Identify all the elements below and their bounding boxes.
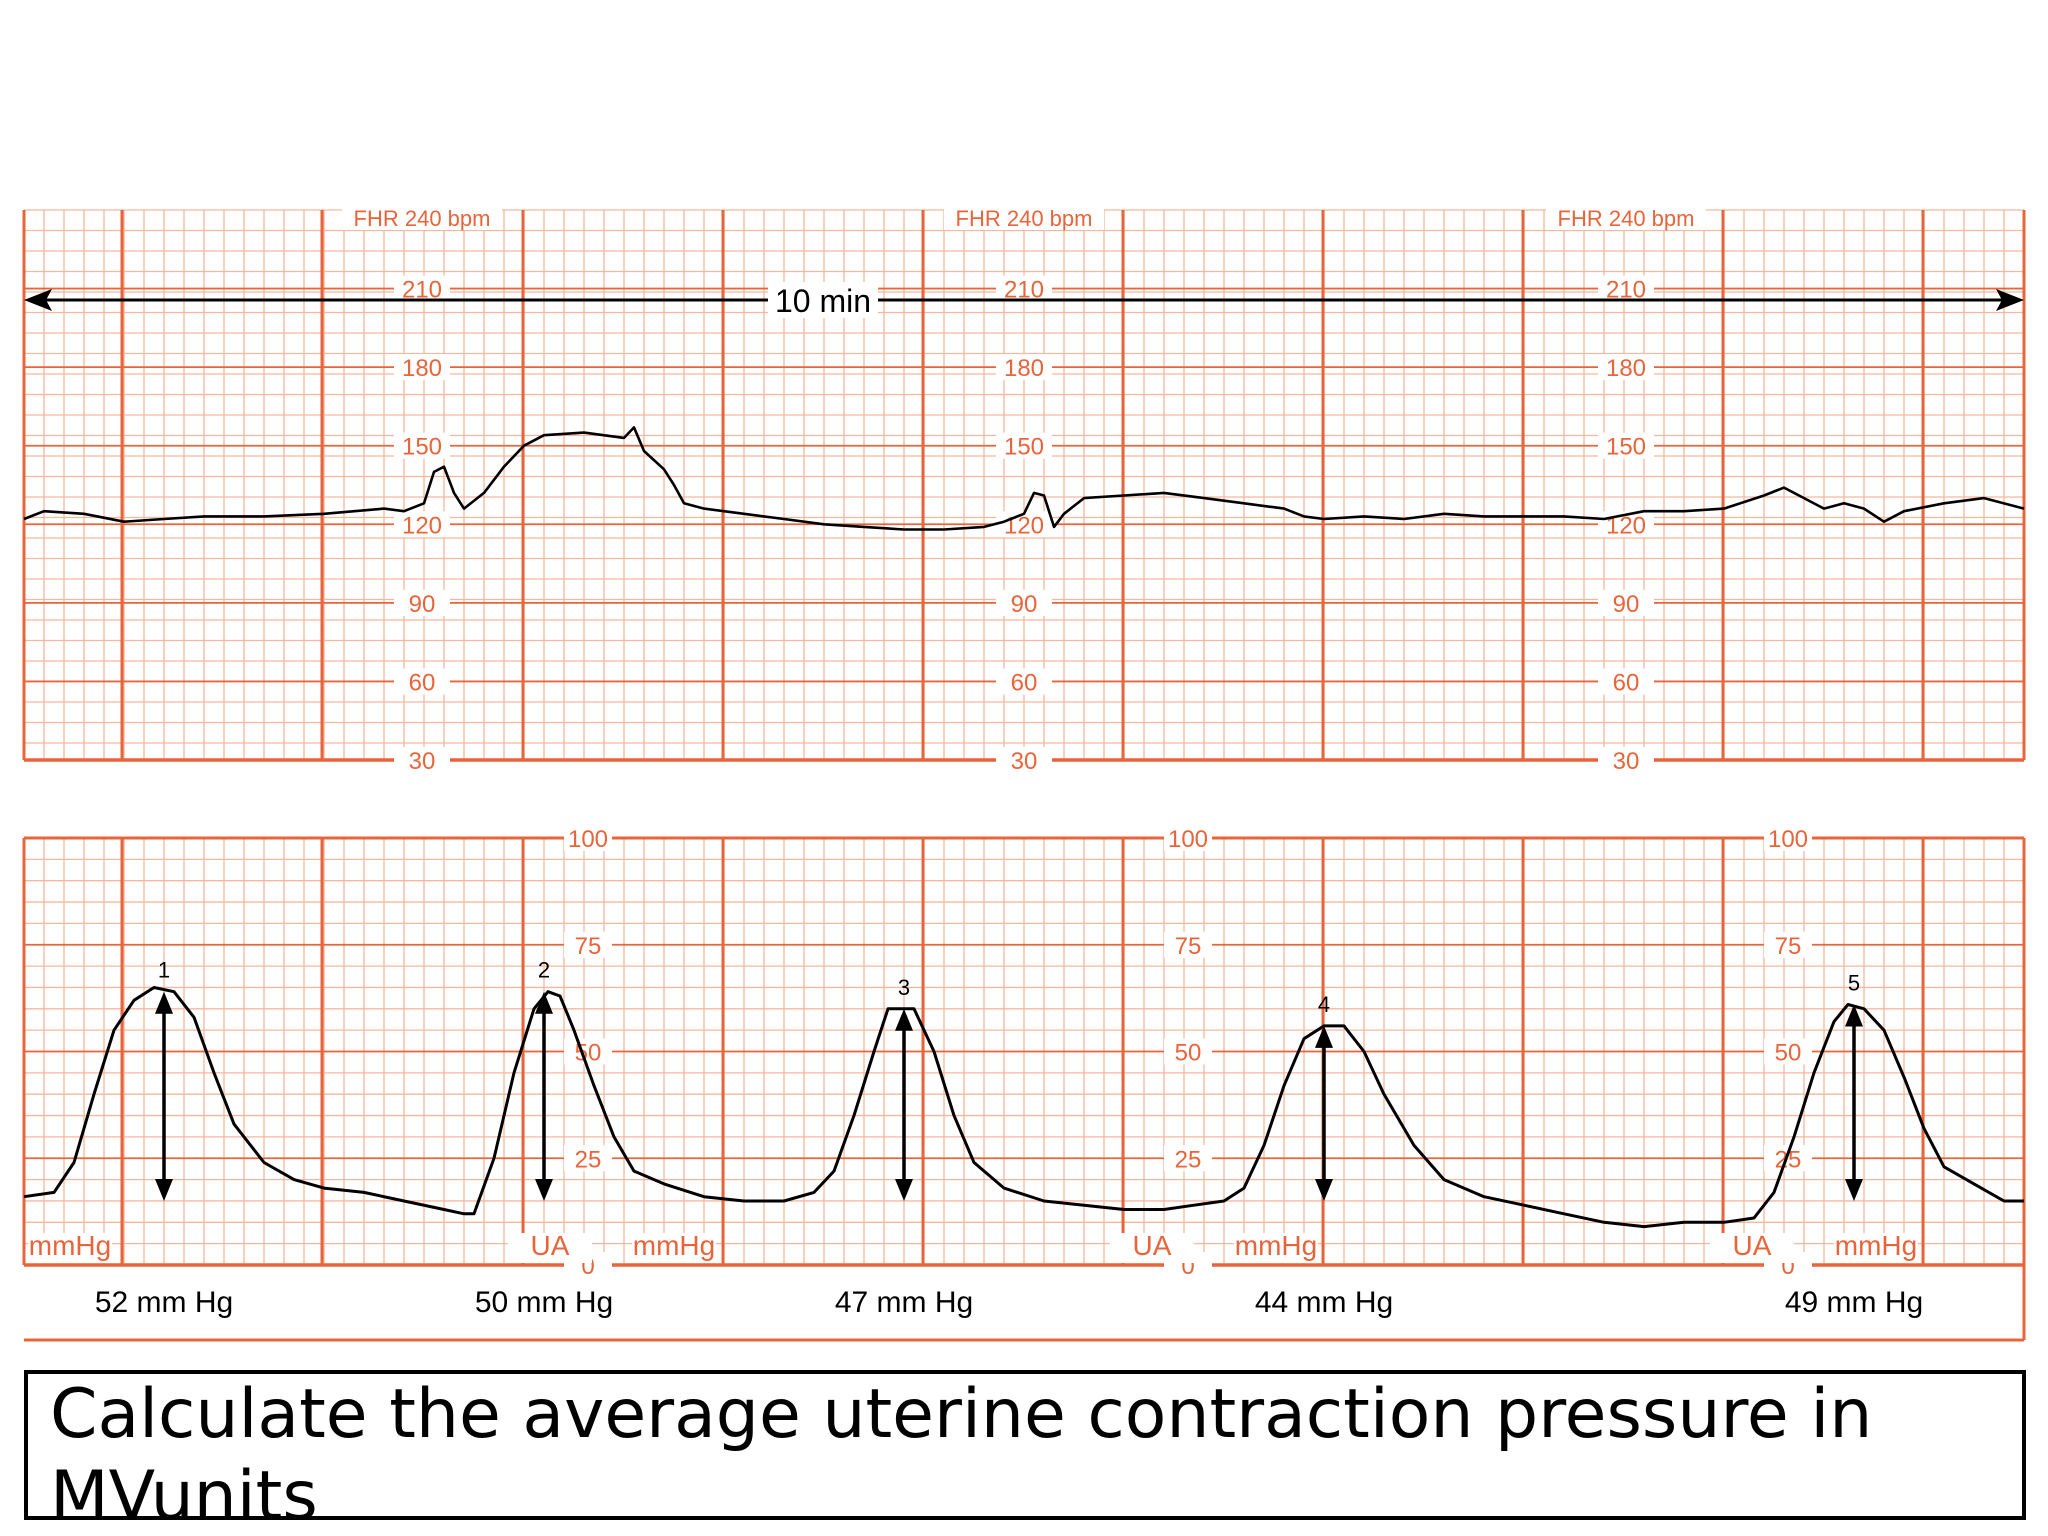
contraction-5: 5 49 mm Hg bbox=[1785, 971, 1923, 1319]
contraction-number: 5 bbox=[1848, 971, 1860, 996]
contraction-pressure-label: 52 mm Hg bbox=[95, 1286, 233, 1319]
ua-unit-label: mmHg bbox=[1835, 1230, 1917, 1261]
fhr-tick-label: 120 bbox=[1004, 512, 1044, 539]
ua-tick-label: 50 bbox=[1175, 1040, 1202, 1067]
fhr-tick-label: 150 bbox=[1004, 434, 1044, 461]
ua-unit-label: mmHg bbox=[633, 1230, 715, 1261]
contraction-4: 4 44 mm Hg bbox=[1255, 992, 1393, 1319]
contraction-arrow-bottom bbox=[1845, 1178, 1863, 1201]
ua-grid bbox=[22, 836, 2026, 1342]
contraction-3: 3 47 mm Hg bbox=[835, 975, 973, 1319]
fhr-tick-label: 30 bbox=[1011, 748, 1038, 775]
duration-label: 10 min bbox=[775, 283, 871, 319]
contraction-marks: 1 52 mm Hg 2 50 mm Hg 3 47 mm Hg 4 44 mm Hg 5 49 … bbox=[95, 958, 1923, 1319]
contraction-arrow-bottom bbox=[155, 1178, 173, 1201]
contraction-arrow-bottom bbox=[535, 1178, 553, 1201]
fhr-tick-label: 90 bbox=[1011, 591, 1038, 618]
fhr-trace bbox=[23, 426, 2025, 531]
contraction-number: 3 bbox=[898, 975, 910, 1000]
duration-arrow: 10 min bbox=[24, 282, 2024, 319]
contraction-number: 4 bbox=[1318, 992, 1330, 1017]
contraction-arrow-top bbox=[895, 1008, 913, 1031]
contraction-arrow-top bbox=[1315, 1025, 1333, 1048]
ua-tick-label: 75 bbox=[1175, 933, 1202, 960]
fhr-scale-label: FHR 240 bpm bbox=[354, 206, 491, 231]
question-box: Calculate the average uterine contractio… bbox=[24, 1370, 2026, 1520]
arrow-left-head bbox=[24, 289, 52, 311]
ua-tick-label: 50 bbox=[1775, 1040, 1802, 1067]
fhr-tick-label: 60 bbox=[1011, 669, 1038, 696]
ua-unit-label: UA bbox=[1133, 1230, 1172, 1261]
ua-tick-label: 75 bbox=[575, 933, 602, 960]
contraction-arrow-top bbox=[1845, 1004, 1863, 1027]
ua-unit-label: UA bbox=[1733, 1230, 1772, 1261]
fhr-tick-label: 180 bbox=[402, 355, 442, 382]
ua-unit-label: mmHg bbox=[1235, 1230, 1317, 1261]
contraction-pressure-label: 50 mm Hg bbox=[475, 1286, 613, 1319]
contraction-arrow-bottom bbox=[895, 1178, 913, 1201]
ua-tick-label: 100 bbox=[568, 826, 608, 853]
fhr-tick-label: 90 bbox=[409, 591, 436, 618]
ua-trace bbox=[23, 986, 2024, 1229]
fhr-tick-label: 30 bbox=[409, 748, 436, 775]
fhr-tick-label: 180 bbox=[1606, 355, 1646, 382]
ua-unit-label: UA bbox=[531, 1230, 570, 1261]
contraction-pressure-label: 47 mm Hg bbox=[835, 1286, 973, 1319]
fhr-tick-label: 90 bbox=[1613, 591, 1640, 618]
contraction-arrow-top bbox=[155, 991, 173, 1014]
ua-tick-label: 25 bbox=[1175, 1146, 1202, 1173]
fhr-tick-label: 150 bbox=[1606, 434, 1646, 461]
contraction-arrow-bottom bbox=[1315, 1178, 1333, 1201]
fhr-tick-label: 120 bbox=[402, 512, 442, 539]
contraction-arrow-top bbox=[535, 991, 553, 1014]
fhr-tick-label: 150 bbox=[402, 434, 442, 461]
ua-unit-label: mmHg bbox=[29, 1230, 111, 1261]
fhr-scale-label: FHR 240 bpm bbox=[956, 206, 1093, 231]
arrow-right-head bbox=[1996, 289, 2024, 311]
ua-tick-label: 25 bbox=[575, 1146, 602, 1173]
ua-tick-label: 100 bbox=[1168, 826, 1208, 853]
question-text: Calculate the average uterine contractio… bbox=[50, 1375, 1873, 1520]
fhr-scale-label: FHR 240 bpm bbox=[1558, 206, 1695, 231]
fhr-tick-label: 30 bbox=[1613, 748, 1640, 775]
ua-tick-label: 75 bbox=[1775, 933, 1802, 960]
contraction-pressure-label: 44 mm Hg bbox=[1255, 1286, 1393, 1319]
contraction-2: 2 50 mm Hg bbox=[475, 958, 613, 1319]
contraction-1: 1 52 mm Hg bbox=[95, 958, 233, 1319]
contraction-number: 1 bbox=[158, 958, 170, 983]
fhr-tick-label: 60 bbox=[1613, 669, 1640, 696]
fhr-tick-label: 180 bbox=[1004, 355, 1044, 382]
contraction-pressure-label: 49 mm Hg bbox=[1785, 1286, 1923, 1319]
fhr-tick-label: 60 bbox=[409, 669, 436, 696]
contraction-number: 2 bbox=[538, 958, 550, 983]
ua-tick-label: 100 bbox=[1768, 826, 1808, 853]
